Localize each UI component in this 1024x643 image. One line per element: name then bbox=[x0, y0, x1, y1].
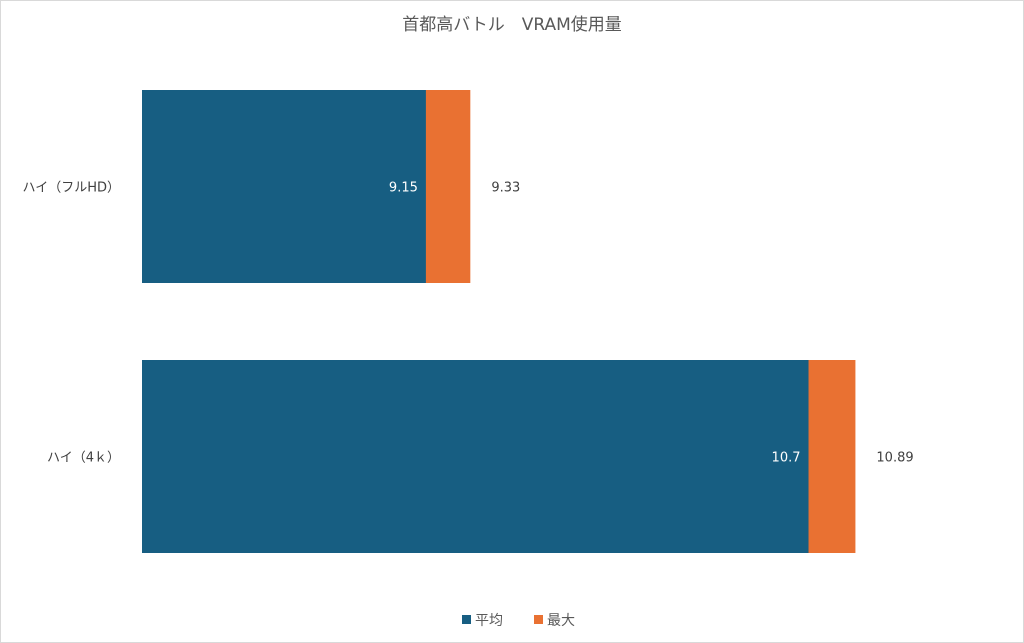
chart-title: 首都高バトル VRAM使用量 bbox=[402, 14, 622, 35]
data-label-average: 10.7 bbox=[772, 451, 801, 466]
bar-average bbox=[142, 360, 809, 553]
data-label-max: 10.89 bbox=[876, 451, 913, 466]
legend-swatch bbox=[534, 615, 543, 624]
data-label-max: 9.33 bbox=[491, 181, 520, 196]
legend-swatch bbox=[462, 615, 471, 624]
legend: 平均 最大 bbox=[462, 613, 575, 629]
data-label-average: 9.15 bbox=[389, 181, 418, 196]
bar-average bbox=[142, 90, 426, 283]
legend-label: 最大 bbox=[547, 613, 575, 629]
category-label: ハイ（4ｋ） bbox=[47, 451, 120, 466]
category-label: ハイ（フルHD） bbox=[22, 181, 120, 196]
legend-label: 平均 bbox=[475, 613, 503, 629]
